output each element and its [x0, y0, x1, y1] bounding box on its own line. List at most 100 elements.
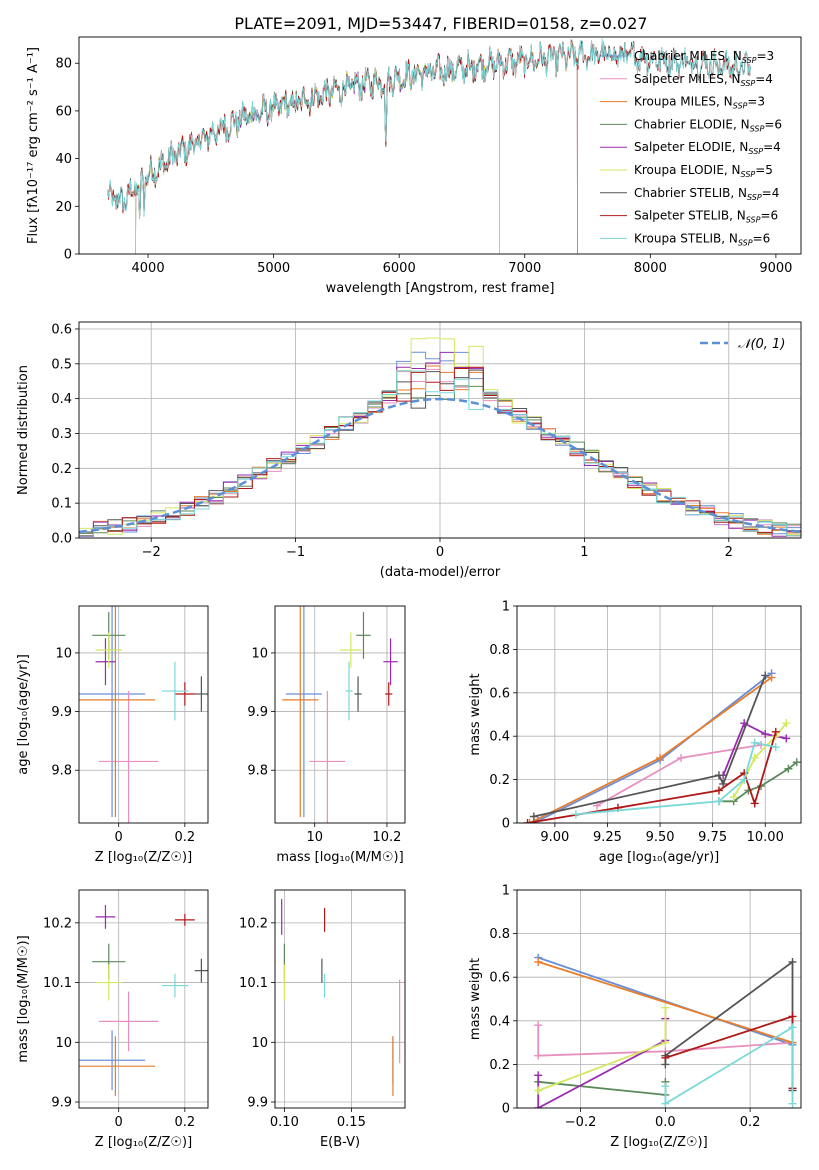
legend-label-tail: =4: [763, 140, 781, 154]
weight-series-kroupa-miles: [525, 673, 776, 823]
weight-line: [664, 1025, 794, 1106]
weight-line: [664, 960, 794, 1091]
y-tick-label: 1: [502, 884, 510, 899]
errorbar-kroupa-miles: [79, 1036, 156, 1097]
normal-reference-curve: [79, 397, 801, 534]
y-tick-label: 9.9: [247, 1096, 268, 1111]
legend-label-sub: SSP: [741, 79, 756, 88]
y-tick-label: 0.2: [489, 1058, 510, 1073]
weight-point-marker: [782, 719, 791, 728]
x-tick-label: 8000: [634, 261, 667, 276]
legend-label-sub: SSP: [746, 216, 761, 225]
x-axis-label: age [log₁₀(age/yr)]: [599, 850, 720, 865]
weight-line: [533, 675, 767, 818]
x-tick-label: 5000: [257, 261, 290, 276]
weight-series-salpeter-miles: [592, 740, 766, 810]
legend-label-text: Kroupa ELODIE, N: [634, 163, 741, 177]
y-tick-label: 0.6: [51, 322, 72, 337]
weight-series-chabrier-stelib: [529, 671, 770, 821]
errorbar-chabrier-elodie: [356, 611, 371, 659]
weight-point-marker: [534, 1104, 543, 1108]
errorbar-salpeter-stelib: [174, 682, 195, 706]
y-tick-label: 10: [251, 646, 268, 661]
y-tick-label: 10: [55, 1036, 72, 1051]
legend-label-tail: =6: [753, 231, 771, 245]
weight-series-kroupa-elodie: [534, 1003, 670, 1095]
legend-label-text: Salpeter ELODIE, N: [634, 140, 748, 154]
weight-point-marker: [534, 957, 543, 966]
x-tick-label: 0: [115, 1115, 123, 1130]
axes-frame: [78, 36, 802, 255]
axes-frame: [78, 605, 209, 824]
weight-line: [527, 731, 777, 823]
legend-label-sub: SSP: [750, 124, 765, 133]
axes-spectrum: 4000 5000 6000 7000 8000 9000 0 20 40 60 80 wavelen…: [26, 36, 802, 296]
x-tick-label: 6000: [383, 261, 416, 276]
weight-point-marker: [750, 799, 759, 808]
errorbar-chabrier-stelib: [354, 676, 362, 712]
axes-frame: [274, 605, 406, 824]
axes-frame: [516, 605, 802, 824]
errorbar-chabrier-miles: [79, 606, 146, 818]
weight-point-marker: [661, 1082, 670, 1091]
y-tick-label: 10.2: [43, 916, 72, 931]
weight-line: [537, 1025, 793, 1057]
plot-area: [79, 337, 801, 537]
weight-point-marker: [750, 738, 759, 747]
spectrum-line-kroupa-stelib: [107, 38, 751, 219]
y-tick-label: 0: [64, 248, 72, 263]
weight-point-marker: [740, 775, 749, 784]
legend-label-sub: SSP: [738, 238, 753, 247]
y-axis-label: mass weight: [468, 958, 483, 1040]
legend-label-tail: =3: [756, 49, 774, 63]
errorbar-salpeter-elodie: [95, 904, 116, 929]
y-tick-label: 9.9: [51, 1096, 72, 1111]
weight-point-marker: [788, 957, 797, 966]
errorbar-kroupa-miles: [79, 606, 156, 818]
x-axis-label: Z [log₁₀(Z/Z☉)]: [95, 1135, 192, 1150]
axes-frame: [78, 321, 802, 539]
weight-point-marker: [714, 786, 723, 795]
y-axis-label: Normed distribution: [16, 365, 31, 495]
weight-series-salpeter-elodie: [534, 1014, 670, 1108]
legend-label-tail: =3: [747, 95, 765, 109]
weight-point-marker: [534, 1051, 543, 1060]
y-tick-label: 0: [502, 817, 510, 832]
histogram-chabrier-elodie: [79, 385, 801, 537]
y-tick-label: 10.2: [239, 916, 268, 931]
legend-label-tail: =4: [762, 186, 780, 200]
y-tick-label: 0.4: [489, 1014, 510, 1029]
y-tick-label: 0.8: [489, 927, 510, 942]
errorbar-kroupa-stelib: [161, 973, 189, 998]
x-tick-label: 10.2: [372, 830, 401, 845]
x-tick-label: 0.15: [337, 1115, 366, 1130]
weight-series-kroupa-stelib: [571, 738, 780, 819]
histogram-kroupa-stelib: [79, 370, 801, 537]
x-tick-label: 10: [306, 830, 323, 845]
weight-series-chabrier-elodie: [714, 758, 801, 806]
axes-frame: [516, 889, 802, 1109]
spectrum-line-kroupa-elodie: [135, 50, 500, 254]
errorbar-salpeter-elodie: [383, 638, 398, 686]
y-tick-label: 9.8: [247, 764, 268, 779]
x-tick-label: 9.75: [698, 830, 727, 845]
weight-point-marker: [661, 1003, 670, 1012]
y-tick-label: 0.4: [51, 392, 72, 407]
x-tick-label: 0.10: [270, 1115, 299, 1130]
plot-area: [79, 606, 208, 823]
x-axis-label: (data-model)/error: [380, 565, 501, 580]
legend-label-kroupa-stelib: Kroupa STELIB, NSSP=6: [634, 231, 770, 247]
errorbar-salpeter-miles: [309, 691, 346, 823]
x-axis-label: E(B-V): [320, 1135, 360, 1150]
axes-residuals: −2 −1 0 1 2 0.0 0.1 0.2 0.3 0.4 0.5 0.6 (data-model)…: [16, 321, 802, 580]
legend-label-text: Chabrier MILES, N: [634, 49, 742, 63]
legend-label-normal: 𝒩(0, 1): [738, 337, 785, 352]
weight-point-marker: [761, 671, 770, 680]
y-tick-label: 10: [55, 646, 72, 661]
weight-series-chabrier-stelib: [661, 957, 797, 1095]
y-tick-label: 0.2: [489, 773, 510, 788]
legend-label-salpeter-elodie: Salpeter ELODIE, NSSP=4: [634, 140, 781, 156]
y-tick-label: 0.1: [51, 497, 72, 512]
x-tick-label: 0.0: [655, 1115, 676, 1130]
spectrum-line-chabrier-elodie: [135, 50, 500, 254]
